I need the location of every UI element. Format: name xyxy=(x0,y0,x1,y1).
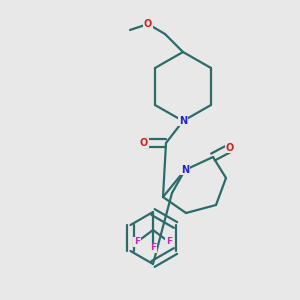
Text: O: O xyxy=(144,19,152,29)
Text: F: F xyxy=(150,244,156,253)
Text: N: N xyxy=(181,165,189,175)
Text: N: N xyxy=(179,116,187,126)
Text: F: F xyxy=(166,238,172,247)
Text: O: O xyxy=(140,138,148,148)
Text: F: F xyxy=(134,238,140,247)
Text: O: O xyxy=(226,143,234,153)
